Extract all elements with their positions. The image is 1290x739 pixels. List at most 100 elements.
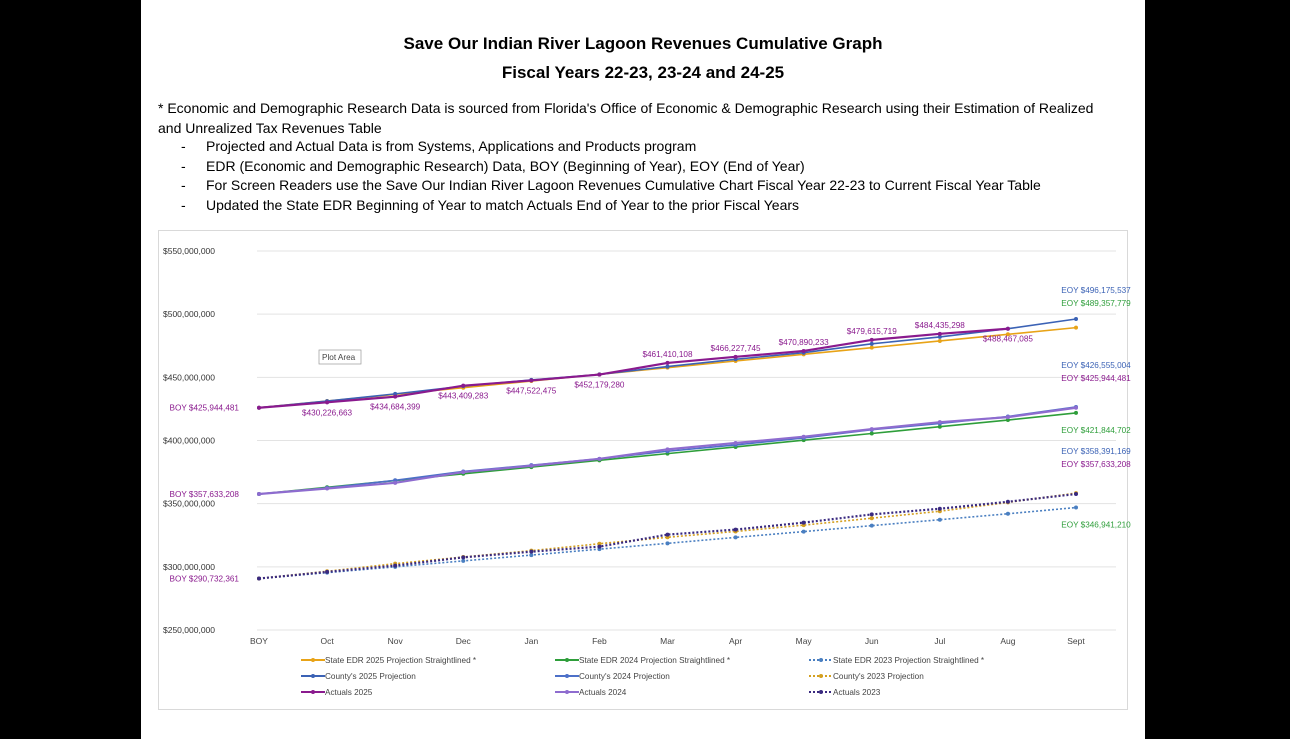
data-point bbox=[461, 555, 466, 560]
data-point bbox=[1074, 505, 1078, 510]
data-point bbox=[801, 434, 806, 439]
x-tick-label: Sept bbox=[1067, 636, 1085, 646]
x-tick-label: BOY bbox=[250, 636, 268, 646]
legend-label: State EDR 2024 Projection Straightlined … bbox=[579, 656, 731, 665]
data-point bbox=[801, 520, 806, 525]
data-point bbox=[461, 558, 466, 563]
data-point bbox=[393, 394, 398, 399]
tooltip-text: Plot Area bbox=[322, 353, 356, 362]
data-label: EOY $346,941,210 bbox=[1061, 521, 1131, 530]
data-label: BOY $425,944,481 bbox=[169, 404, 239, 413]
legend-label: Actuals 2024 bbox=[579, 688, 627, 697]
data-point bbox=[529, 463, 534, 468]
data-label: $447,522,475 bbox=[506, 386, 557, 395]
legend-marker bbox=[819, 674, 823, 678]
data-point bbox=[1074, 410, 1078, 415]
series-line bbox=[258, 327, 1008, 409]
data-point bbox=[1005, 418, 1010, 423]
data-point bbox=[393, 391, 398, 396]
x-tick-label: Jun bbox=[865, 636, 879, 646]
x-tick-label: Oct bbox=[320, 636, 334, 646]
data-point bbox=[869, 337, 874, 342]
series-lines bbox=[257, 316, 1078, 581]
data-point bbox=[1074, 492, 1078, 497]
data-label: EOY $425,944,481 bbox=[1061, 374, 1131, 383]
data-point bbox=[461, 470, 466, 475]
gridlines bbox=[257, 250, 1116, 631]
data-point bbox=[1074, 325, 1078, 330]
data-point bbox=[665, 360, 670, 365]
tooltip-box bbox=[318, 349, 362, 365]
y-tick-label: $350,000,000 bbox=[163, 499, 215, 509]
data-label: $470,890,233 bbox=[779, 338, 830, 347]
note-item: Updated the State EDR Beginning of Year … bbox=[181, 196, 1041, 216]
legend-label: Actuals 2023 bbox=[833, 688, 881, 697]
data-label: EOY $358,391,169 bbox=[1061, 447, 1131, 456]
legend-marker bbox=[565, 674, 569, 678]
legend-marker bbox=[565, 690, 569, 694]
note-item: For Screen Readers use the Save Our Indi… bbox=[181, 176, 1041, 196]
y-tick-label: $500,000,000 bbox=[163, 309, 215, 319]
document-page: Save Our Indian River Lagoon Revenues Cu… bbox=[141, 0, 1145, 739]
x-tick-label: Dec bbox=[456, 636, 472, 646]
data-label: EOY $421,844,702 bbox=[1061, 426, 1131, 435]
data-point bbox=[733, 441, 738, 446]
legend-marker bbox=[819, 658, 823, 662]
data-point bbox=[257, 405, 261, 410]
data-label: EOY $357,633,208 bbox=[1061, 460, 1131, 469]
note-item: EDR (Economic and Demographic Research) … bbox=[181, 157, 1041, 177]
data-point bbox=[325, 569, 330, 574]
x-tick-label: Jul bbox=[934, 636, 945, 646]
data-point bbox=[597, 541, 602, 546]
data-label: $452,179,280 bbox=[574, 381, 625, 390]
chart-legend: State EDR 2025 Projection Straightlined … bbox=[301, 656, 985, 697]
data-point bbox=[529, 553, 534, 558]
x-tick-label: Nov bbox=[388, 636, 404, 646]
axes: $250,000,000 $300,000,000 $350,000,000 $400… bbox=[163, 246, 1085, 646]
data-point bbox=[1005, 332, 1010, 337]
data-point bbox=[1074, 405, 1078, 410]
data-point bbox=[597, 372, 602, 377]
data-point bbox=[665, 532, 670, 537]
x-tick-label: Jan bbox=[524, 636, 538, 646]
data-point bbox=[869, 341, 874, 346]
data-label: BOY $357,633,208 bbox=[169, 490, 239, 499]
data-point bbox=[801, 529, 806, 534]
data-point bbox=[733, 354, 738, 359]
data-point bbox=[937, 334, 942, 339]
data-point bbox=[529, 378, 534, 383]
data-label: EOY $489,357,779 bbox=[1061, 299, 1131, 308]
data-point bbox=[393, 480, 398, 485]
y-tick-label: $550,000,000 bbox=[163, 246, 215, 256]
data-point bbox=[325, 400, 330, 405]
x-tick-label: Feb bbox=[592, 636, 607, 646]
x-tick-label: May bbox=[796, 636, 813, 646]
data-point bbox=[665, 364, 670, 369]
y-tick-label: $450,000,000 bbox=[163, 372, 215, 382]
data-label: $430,226,663 bbox=[302, 408, 353, 417]
data-point bbox=[733, 527, 738, 532]
data-point bbox=[1005, 326, 1010, 331]
data-point bbox=[257, 576, 261, 581]
legend-label: State EDR 2023 Projection Straightlined … bbox=[833, 656, 985, 665]
plot-area-tooltip: Plot Area bbox=[318, 349, 362, 365]
data-point bbox=[597, 544, 602, 549]
data-point bbox=[325, 486, 330, 491]
data-point bbox=[937, 338, 942, 343]
legend-label: County's 2024 Projection bbox=[579, 672, 670, 681]
legend-label: Actuals 2025 bbox=[325, 688, 373, 697]
legend-marker bbox=[311, 658, 315, 662]
legend-marker bbox=[819, 690, 823, 694]
data-point bbox=[801, 348, 806, 353]
legend-label: County's 2023 Projection bbox=[833, 672, 924, 681]
data-source-note: * Economic and Demographic Research Data… bbox=[158, 100, 1094, 136]
page-subtitle: Fiscal Years 22-23, 23-24 and 24-25 bbox=[501, 63, 785, 82]
legend-marker bbox=[311, 690, 315, 694]
legend-label: State EDR 2025 Projection Straightlined … bbox=[325, 656, 477, 665]
notes-list: Projected and Actual Data is from System… bbox=[181, 137, 1041, 215]
data-label: $434,684,399 bbox=[370, 403, 421, 412]
data-point bbox=[937, 420, 942, 425]
data-point bbox=[257, 492, 261, 497]
data-point bbox=[937, 517, 942, 522]
x-tick-label: Mar bbox=[660, 636, 675, 646]
